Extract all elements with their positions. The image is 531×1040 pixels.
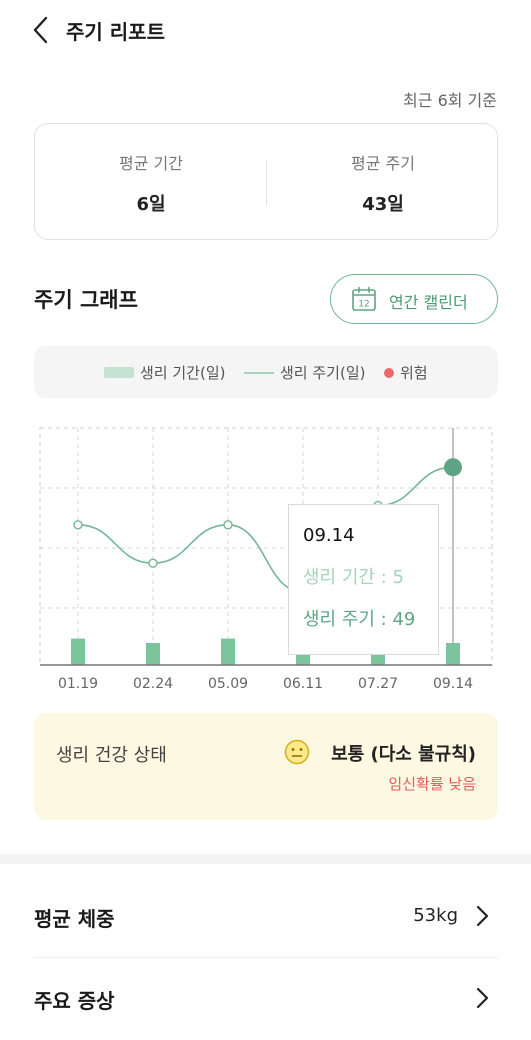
avg-cycle-label: 평균 주기 bbox=[351, 154, 415, 173]
avg-weight-row[interactable]: 평균 체중 53kg bbox=[34, 877, 498, 957]
chevron-right-icon bbox=[476, 987, 489, 1009]
cycle-point bbox=[73, 520, 83, 530]
cycle-point bbox=[148, 558, 158, 568]
chevron-right-icon bbox=[476, 905, 489, 927]
period-bar bbox=[146, 643, 160, 665]
page-title: 주기 리포트 bbox=[66, 20, 165, 44]
calendar-icon: 12 bbox=[352, 286, 376, 311]
x-tick-label: 06.11 bbox=[283, 676, 323, 692]
x-tick-label: 07.27 bbox=[358, 676, 398, 692]
cycle-point bbox=[223, 520, 233, 530]
annual-calendar-button[interactable]: 12 연간 캘린더 bbox=[330, 274, 498, 324]
avg-weight-value: 53kg bbox=[413, 905, 458, 926]
period-bar bbox=[221, 638, 235, 665]
status-label: 생리 건강 상태 bbox=[56, 745, 167, 766]
legend-period-label: 생리 기간(일) bbox=[140, 364, 226, 382]
tooltip-date: 09.14 bbox=[303, 525, 355, 546]
section-divider bbox=[0, 854, 531, 864]
avg-period: 평균 기간 6일 bbox=[35, 124, 267, 241]
summary-divider bbox=[266, 160, 267, 206]
graph-section-title: 주기 그래프 bbox=[34, 288, 138, 312]
avg-period-label: 평균 기간 bbox=[119, 154, 183, 173]
chevron-left-icon bbox=[33, 16, 48, 44]
avg-cycle: 평균 주기 43일 bbox=[267, 124, 499, 241]
avg-cycle-value: 43일 bbox=[362, 194, 404, 215]
health-status-card: 생리 건강 상태 보통 (다소 불규칙) 임신확률 낮음 bbox=[34, 713, 498, 820]
x-tick-label: 01.19 bbox=[58, 676, 98, 692]
header: 주기 리포트 bbox=[0, 0, 531, 60]
period-bar bbox=[71, 638, 85, 665]
basis-text: 최근 6회 기준 bbox=[403, 91, 497, 110]
calendar-button-label: 연간 캘린더 bbox=[389, 293, 468, 312]
x-tick-label: 09.14 bbox=[433, 676, 473, 692]
back-button[interactable] bbox=[26, 14, 58, 46]
period-bar bbox=[446, 643, 460, 665]
avg-period-value: 6일 bbox=[136, 194, 166, 215]
x-tick-label: 02.24 bbox=[133, 676, 173, 692]
chart-legend: 생리 기간(일) 생리 주기(일) 위험 bbox=[34, 346, 498, 398]
summary-card: 평균 기간 6일 평균 주기 43일 bbox=[34, 123, 498, 240]
avg-weight-title: 평균 체중 bbox=[34, 907, 115, 931]
legend-cycle-swatch bbox=[244, 372, 274, 374]
row-divider bbox=[34, 957, 498, 958]
legend-cycle-label: 생리 주기(일) bbox=[280, 364, 366, 382]
x-tick-label: 05.09 bbox=[208, 676, 248, 692]
tooltip-period: 생리 기간 : 5 bbox=[303, 567, 404, 588]
legend-risk-dot bbox=[384, 368, 394, 378]
main-symptoms-title: 주요 증상 bbox=[34, 989, 115, 1013]
cycle-point-selected bbox=[444, 458, 462, 477]
status-value: 보통 (다소 불규칙) bbox=[331, 744, 476, 765]
legend-risk-label: 위험 bbox=[400, 364, 428, 382]
legend-period-swatch bbox=[104, 367, 134, 378]
neutral-face-icon bbox=[284, 739, 310, 765]
pregnancy-probability: 임신확률 낮음 bbox=[388, 775, 476, 793]
tooltip-cycle: 생리 주기 : 49 bbox=[303, 609, 416, 630]
calendar-icon-number: 12 bbox=[358, 300, 369, 310]
main-symptoms-row[interactable]: 주요 증상 bbox=[34, 959, 498, 1039]
chart-tooltip: 09.14 생리 기간 : 5 생리 주기 : 49 bbox=[288, 504, 439, 655]
